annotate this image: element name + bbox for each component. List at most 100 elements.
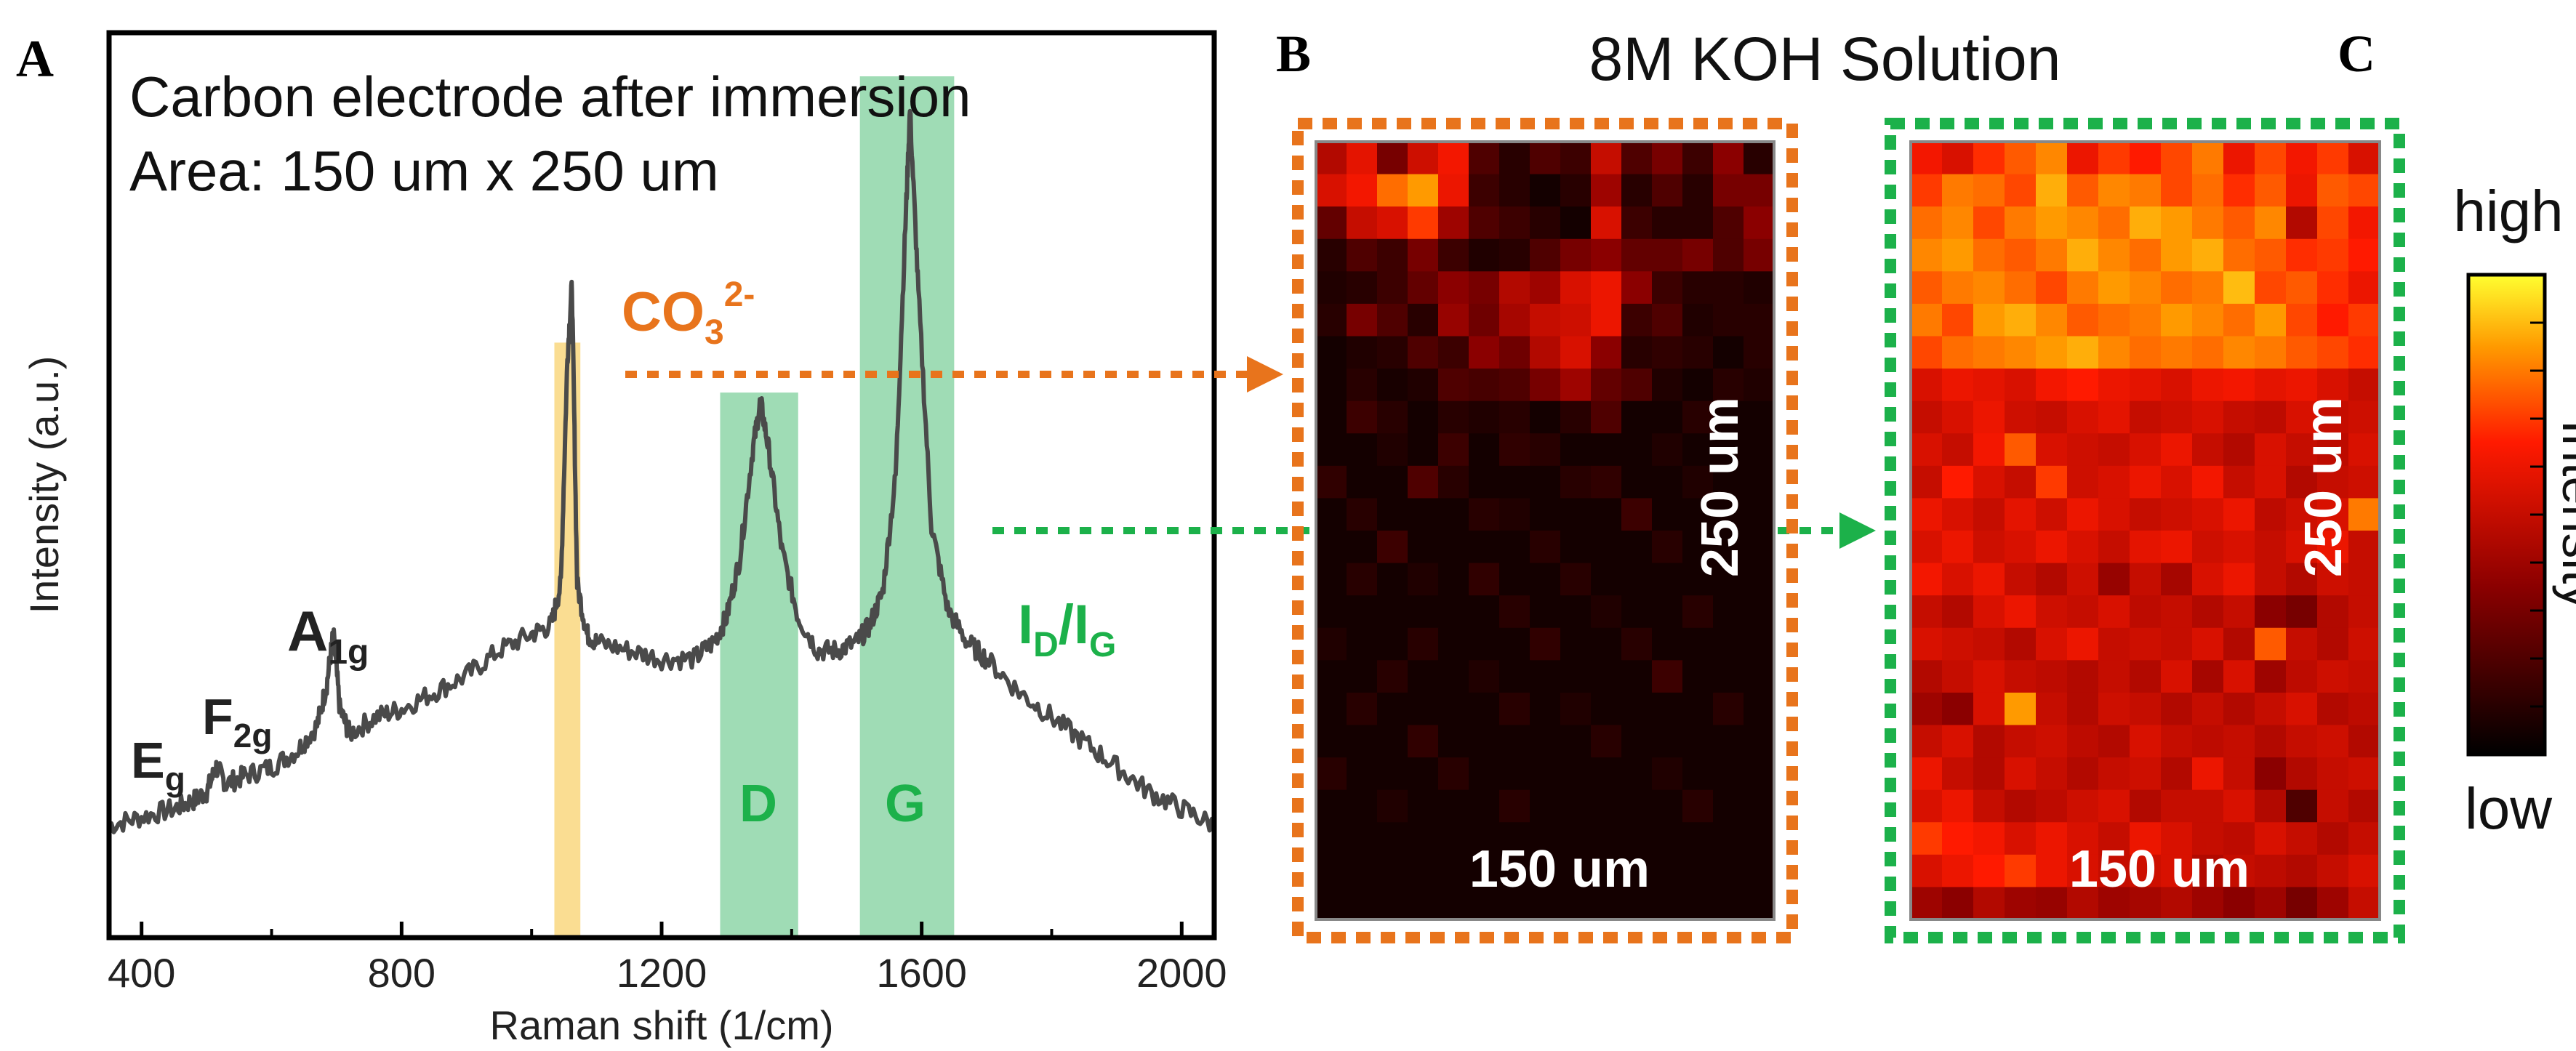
heatmap-cell (1408, 498, 1439, 531)
heatmap-cell (2067, 627, 2099, 661)
heatmap-cell (1438, 303, 1469, 337)
heatmap-cell (1316, 660, 1347, 693)
heatmap-cell (1499, 757, 1530, 791)
heatmap-cell (1377, 692, 1408, 726)
heatmap-cell (1942, 174, 1974, 207)
heatmap-cell (1744, 433, 1775, 467)
heatmap-cell (2223, 692, 2255, 726)
annotation-line-1: Carbon electrode after immersion (129, 65, 971, 129)
heatmap-cell (1316, 757, 1347, 791)
heatmap-cell (1911, 887, 1943, 920)
heatmap-cell (1438, 563, 1469, 596)
heatmap-cell (2005, 498, 2037, 531)
heatmap-cell (2192, 206, 2224, 240)
heatmap-cell (1911, 498, 1943, 531)
heatmap-cell (2005, 174, 2037, 207)
heatmap-cell (1682, 725, 1714, 758)
heatmap-cell (2036, 238, 2068, 272)
heatmap-cell (1408, 563, 1439, 596)
heatmap-cell (2067, 206, 2099, 240)
heatmap-cell (1316, 174, 1347, 207)
heatmap-cell (1560, 465, 1592, 499)
heatmap-cell (1560, 433, 1592, 467)
heatmap-cell (1560, 789, 1592, 823)
heatmap-cell (1316, 238, 1347, 272)
heatmap-cell (1347, 238, 1378, 272)
heatmap-cell (2286, 142, 2318, 175)
heatmap-cell (1560, 854, 1592, 888)
heatmap-cell (1408, 531, 1439, 564)
heatmap-cell (1942, 498, 1974, 531)
heatmap-cell (1591, 563, 1622, 596)
heatmap-cell (2161, 271, 2193, 305)
heatmap-cell (2317, 498, 2349, 531)
heatmap-cell (2036, 692, 2068, 726)
heatmap-cell (1469, 303, 1500, 337)
heatmap-cell (1713, 174, 1744, 207)
heatmap-cell (1438, 725, 1469, 758)
heatmap-cell (1560, 142, 1592, 175)
heatmap-cell (1942, 725, 1974, 758)
heatmap-cell (1682, 692, 1714, 726)
heatmap-cell (2223, 563, 2255, 596)
heatmap-cell (1591, 887, 1622, 920)
heatmap-cell (1499, 465, 1530, 499)
heatmap-cell (1591, 595, 1622, 629)
heatmap-cell (2255, 400, 2287, 434)
heatmap-cell (2067, 433, 2099, 467)
heatmap-cell (2223, 271, 2255, 305)
heatmap-cell (2130, 465, 2162, 499)
heatmap-cell (2130, 433, 2162, 467)
heatmap-cell (2130, 854, 2162, 888)
heatmap-cell (1408, 660, 1439, 693)
heatmap-cell (2036, 369, 2068, 402)
heatmap-cell (2098, 336, 2130, 369)
heatmap-cell (2255, 433, 2287, 467)
heatmap-cell (1652, 206, 1683, 240)
heatmap-cell (2223, 433, 2255, 467)
heatmap-cell (1682, 660, 1714, 693)
heatmap-cell (1560, 174, 1592, 207)
heatmap-cell (1713, 531, 1744, 564)
heatmap-cell (1973, 660, 2005, 693)
heatmap-cell (2161, 238, 2193, 272)
heatmap-cell (1744, 336, 1775, 369)
heatmap-cell (1911, 595, 1943, 629)
heatmap-cell (2005, 563, 2037, 596)
heatmap-cell (1377, 498, 1408, 531)
heatmap-cell (1499, 531, 1530, 564)
heatmap-cell (2286, 174, 2318, 207)
heatmap-cell (1316, 433, 1347, 467)
heatmap-cell (2036, 563, 2068, 596)
heatmap-cell (1530, 595, 1561, 629)
heatmap-cell (1942, 757, 1974, 791)
heatmap-cell (1744, 789, 1775, 823)
heatmap-cell (1316, 789, 1347, 823)
heatmap-cell (1911, 303, 1943, 337)
heatmap-cell (1973, 627, 2005, 661)
heatmap-cell (2005, 595, 2037, 629)
heatmap-cell (1652, 822, 1683, 855)
heatmap-cell (2348, 854, 2380, 888)
heatmap-cell (1713, 563, 1744, 596)
map-b-height-label: 250 um (1691, 397, 1749, 577)
heatmap-cell (2192, 822, 2224, 855)
heatmap-cell (1499, 660, 1530, 693)
heatmap-cell (2036, 142, 2068, 175)
heatmap-cell (1911, 789, 1943, 823)
heatmap-cell (2192, 725, 2224, 758)
heatmap-cell (2223, 336, 2255, 369)
heatmap-cell (1560, 271, 1592, 305)
heatmap-cell (2317, 271, 2349, 305)
heatmap-cell (1408, 142, 1439, 175)
heatmap-cell (2192, 400, 2224, 434)
heatmap-cell (1499, 336, 1530, 369)
heatmap-cell (1621, 531, 1653, 564)
colorbar: high Intensity low (2453, 179, 2576, 841)
heatmap-cell (1469, 854, 1500, 888)
heatmap-cell (1408, 822, 1439, 855)
heatmap-cell (1591, 142, 1622, 175)
heatmap-cell (2286, 531, 2318, 564)
heatmap-cell (1744, 369, 1775, 402)
heatmap-cell (1942, 660, 1974, 693)
